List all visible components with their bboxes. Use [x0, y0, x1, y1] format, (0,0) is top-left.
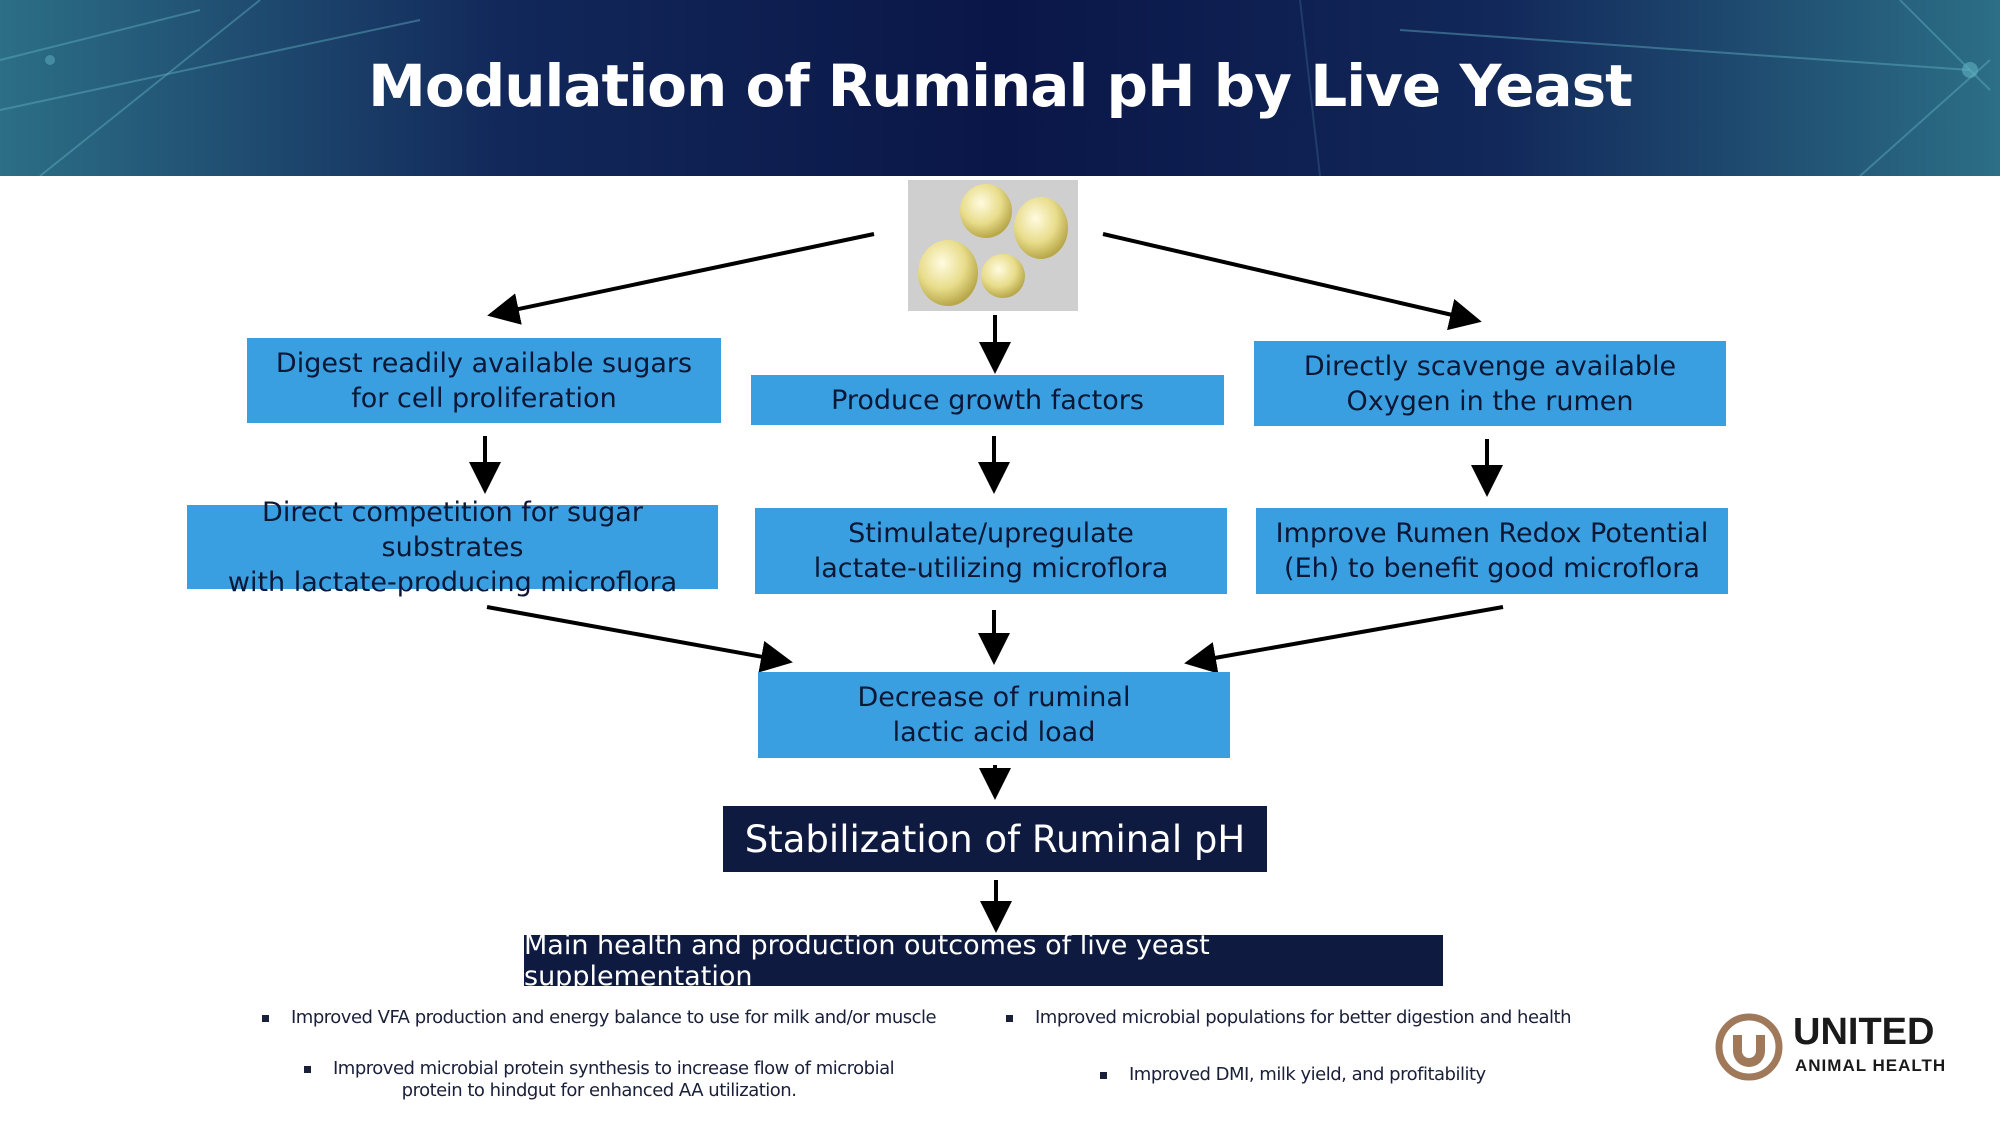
box-text-line: Digest readily available sugars: [275, 347, 693, 379]
outcome-text: Improved DMI, milk yield, and profitabil…: [1129, 1064, 1486, 1085]
redox-potential-box: Improve Rumen Redox Potential (Eh) to ben…: [1256, 508, 1728, 594]
outcome-item: Improved microbial protein synthesis to …: [304, 1058, 895, 1102]
box-text-line: Produce growth factors: [831, 384, 1144, 416]
yeast-cells-image: [908, 180, 1078, 311]
outcome-text: Improved microbial populations for bette…: [1035, 1007, 1572, 1028]
box-text-line: Improve Rumen Redox Potential: [1275, 518, 1709, 549]
bullet-icon: [1006, 1014, 1013, 1022]
outcome-text: protein to hindgut for enhanced AA utili…: [401, 1080, 797, 1101]
logo-mark-icon: [1715, 1013, 1783, 1081]
box-text-line: lactate-utilizing microflora: [813, 553, 1169, 584]
box-text-line: Direct competition for sugar substrates: [262, 496, 643, 563]
box-text-line: with lactate-producing microflora: [227, 566, 678, 598]
outcome-item: Improved DMI, milk yield, and profitabil…: [1100, 1064, 1486, 1086]
sugar-competition-box: Direct competition for sugar substrates w…: [187, 497, 718, 598]
box-text-line: Decrease of ruminal: [857, 682, 1131, 713]
box-text-line: for cell proliferation: [351, 382, 617, 414]
bullet-icon: [1100, 1071, 1107, 1079]
box-text-line: Oxygen in the rumen: [1346, 385, 1634, 417]
outcomes-title-text: Main health and production outcomes of l…: [524, 929, 1210, 992]
scavenge-oxygen-box: Directly scavenge available Oxygen in the…: [1254, 341, 1726, 426]
logo-text: UNITED: [1793, 1011, 1935, 1053]
outcome-text: Improved microbial protein synthesis to …: [333, 1058, 895, 1079]
box-text-line: Directly scavenge available: [1303, 350, 1677, 382]
header-banner: Modulation of Ruminal pH by Live Yeast: [0, 0, 2000, 176]
outcome-item: Improved microbial populations for bette…: [1006, 1007, 1572, 1029]
box-text-line: Stimulate/upregulate: [848, 518, 1134, 549]
digest-sugars-box: Digest readily available sugars for cell …: [247, 338, 721, 423]
decrease-lactic-acid-box: Decrease of ruminal lactic acid load: [758, 672, 1230, 758]
growth-factors-box: Produce growth factors: [751, 375, 1224, 425]
box-text-line: lactic acid load: [892, 717, 1096, 748]
bullet-icon: [262, 1014, 269, 1022]
stabilization-box: Stabilization of Ruminal pH: [723, 806, 1267, 872]
stabilization-text: Stabilization of Ruminal pH: [744, 817, 1246, 861]
outcome-item: Improved VFA production and energy balan…: [262, 1007, 937, 1029]
network-background-decoration: [0, 0, 1991, 176]
box-text-line: (Eh) to benefit good microflora: [1284, 553, 1700, 584]
united-animal-health-logo: UNITED ANIMAL HEALTH: [1713, 1011, 1953, 1083]
outcome-text: Improved VFA production and energy balan…: [291, 1007, 937, 1028]
logo-text: ANIMAL HEALTH: [1795, 1056, 1947, 1075]
page-title: Modulation of Ruminal pH by Live Yeast: [368, 52, 1633, 120]
bullet-icon: [304, 1065, 311, 1073]
outcomes-title-box: Main health and production outcomes of l…: [524, 930, 1443, 992]
stimulate-microflora-box: Stimulate/upregulate lactate-utilizing mi…: [755, 508, 1227, 594]
